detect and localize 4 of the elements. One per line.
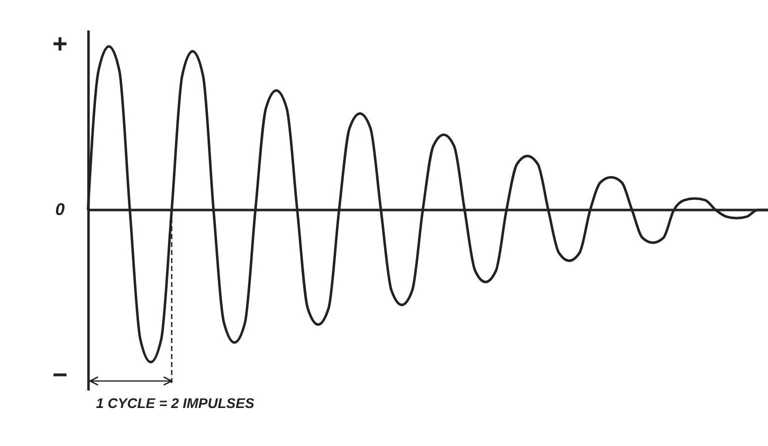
text: 1 CYCLE = 2 IMPULSES: [96, 395, 255, 411]
text: +: [52, 28, 68, 58]
text: 0: [55, 200, 66, 219]
text: −: [52, 360, 68, 390]
